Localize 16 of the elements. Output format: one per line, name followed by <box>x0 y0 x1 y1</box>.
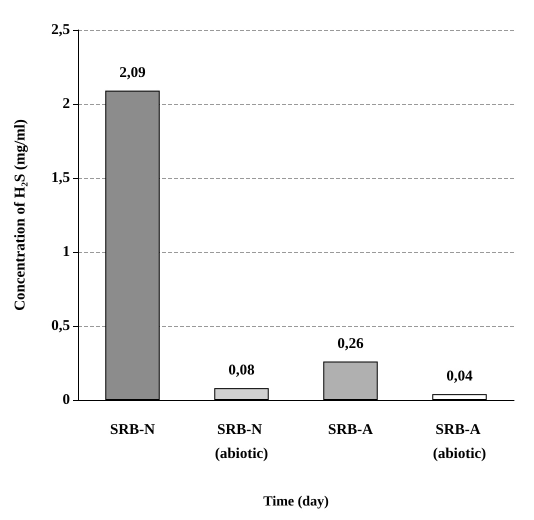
y-tick-label: 1,5 <box>51 170 70 186</box>
y-tick-label: 2,5 <box>51 22 70 38</box>
x-tick-label: SRB-A <box>328 422 374 438</box>
x-axis-title: Time (day) <box>263 494 330 510</box>
data-label: 0,08 <box>228 362 255 379</box>
x-tick-label: SRB-N (abiotic) <box>214 422 268 462</box>
x-tick-label: SRB-N <box>110 422 156 438</box>
y-axis-title: Concentration of H₂S (mg/ml) <box>12 119 28 311</box>
data-label: 0,26 <box>337 336 364 352</box>
y-tick-label: 0,5 <box>51 318 70 334</box>
data-label: 2,09 <box>119 65 146 82</box>
data-label: 0,04 <box>446 368 474 385</box>
x-tick-label: SRB-A (abiotic) <box>432 422 486 462</box>
y-tick-label: 0 <box>62 392 70 408</box>
y-tick-label: 1 <box>62 244 70 260</box>
y-tick-label: 2 <box>62 96 70 112</box>
